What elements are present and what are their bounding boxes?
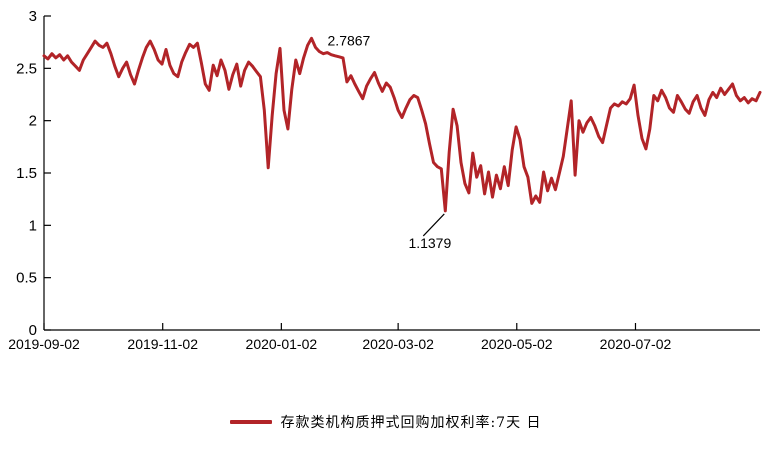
y-tick-label: 0.5 <box>16 270 37 287</box>
legend-line-swatch <box>230 420 273 424</box>
series-line <box>42 36 762 213</box>
x-tick-label: 2019-11-02 <box>127 336 198 352</box>
x-tick-label: 2019-09-02 <box>8 336 80 352</box>
y-tick-label: 1 <box>29 217 37 234</box>
min-annotation-leader <box>422 213 445 237</box>
x-tick-label: 2020-07-02 <box>600 336 672 352</box>
y-tick-label: 2.5 <box>16 60 37 77</box>
x-tick-label: 2020-01-02 <box>246 336 318 352</box>
min-annotation: 1.1379 <box>408 235 451 251</box>
x-tick-label: 2020-03-02 <box>362 336 434 352</box>
x-tick-label: 2020-05-02 <box>481 336 553 352</box>
plot-dynamic-layer: 0 0.5 1 1.5 2 2.5 3 2019-09-02 2019-11-02 2020-01… <box>8 8 762 352</box>
y-tick-label: 1.5 <box>16 165 37 182</box>
y-tick-label: 0 <box>29 322 37 339</box>
max-annotation: 2.7867 <box>328 32 371 48</box>
chart-legend: 存款类机构质押式回购加权利率:7天 日 <box>0 412 772 432</box>
legend-series-label: 存款类机构质押式回购加权利率:7天 日 <box>280 415 542 431</box>
y-tick-label: 2 <box>29 113 37 130</box>
line-chart-plot: 0 0.5 1 1.5 2 2.5 3 2019-09-02 2019-11-02 2020-01… <box>8 8 762 352</box>
y-tick-label: 3 <box>29 8 37 25</box>
